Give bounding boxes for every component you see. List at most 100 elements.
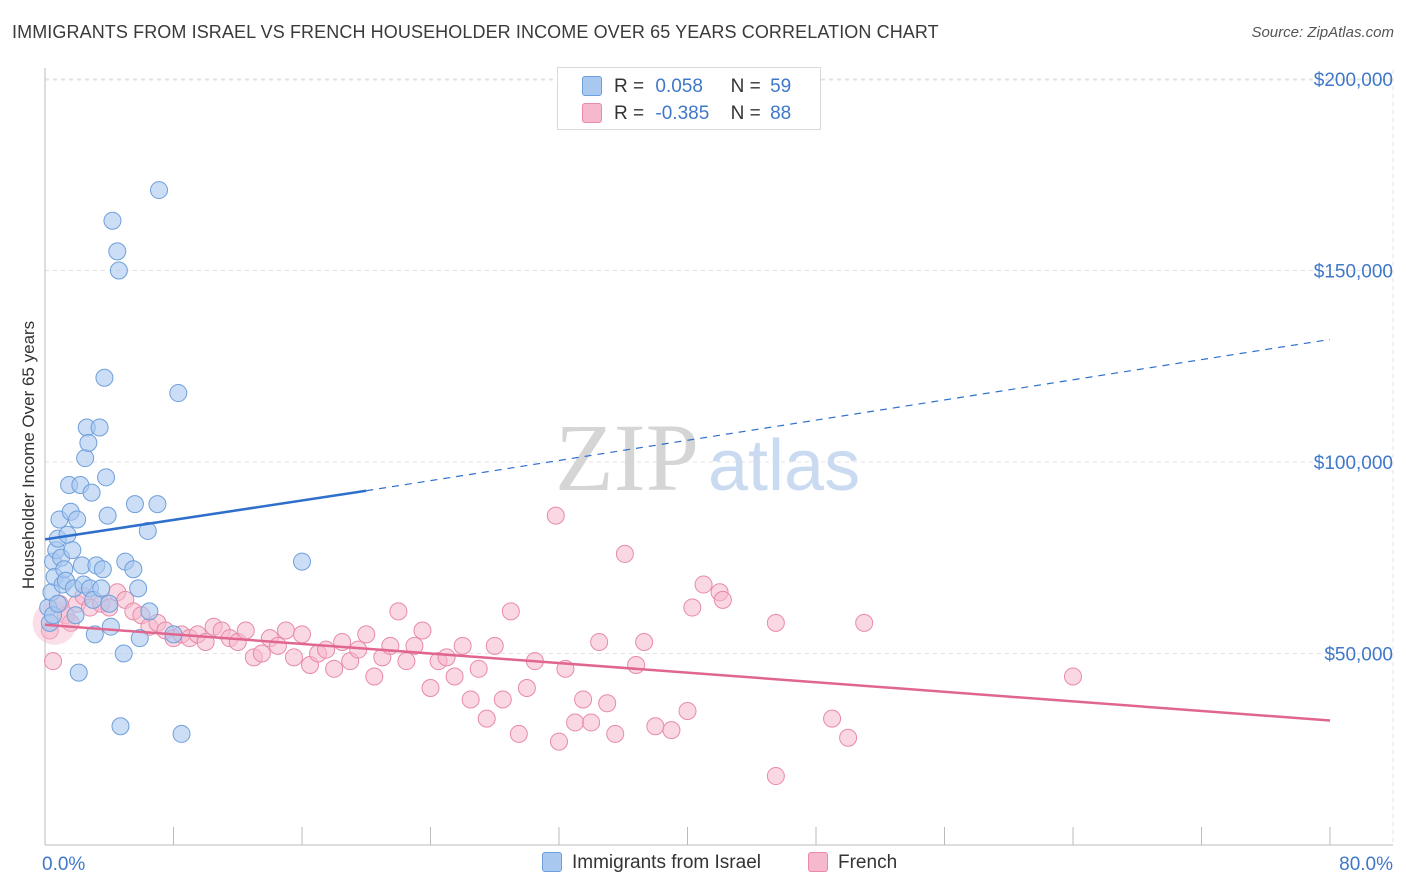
- data-point-french: [635, 633, 654, 652]
- data-point-israel: [172, 724, 191, 743]
- data-point-french: [445, 667, 464, 686]
- trend-line-israel: [44, 489, 367, 541]
- legend: R = 0.058 N = 59 R = -0.385 N = 88: [557, 67, 821, 130]
- data-point-french: [293, 625, 311, 644]
- data-point-french: [839, 728, 858, 747]
- x-tick-label: 0.0%: [42, 854, 85, 875]
- data-point-french: [823, 709, 842, 728]
- legend-r-value: -0.385: [655, 103, 710, 124]
- data-point-french: [662, 721, 681, 740]
- x-tick-label: 80.0%: [1339, 854, 1393, 875]
- data-point-israel: [140, 602, 159, 621]
- data-point-israel: [68, 510, 87, 529]
- data-point-israel: [48, 594, 67, 613]
- trend-line-french: [44, 623, 1331, 722]
- data-point-french: [1064, 667, 1082, 686]
- data-point-french: [325, 659, 344, 678]
- data-point-french: [566, 713, 585, 732]
- data-point-french: [268, 636, 287, 655]
- data-point-israel: [100, 594, 119, 613]
- data-point-french: [236, 621, 255, 640]
- data-point-french: [284, 648, 303, 667]
- data-point-israel: [85, 625, 104, 644]
- grid-lines: [45, 70, 1394, 845]
- legend-n-label: N =: [730, 76, 761, 97]
- legend-label-french: French: [838, 852, 898, 873]
- data-point-french: [646, 717, 665, 736]
- data-point-israel: [148, 495, 167, 514]
- y-tick-label: $200,000: [1314, 70, 1393, 91]
- data-point-french: [546, 506, 565, 525]
- data-point-french: [461, 690, 480, 709]
- data-point-french: [627, 655, 646, 674]
- legend-r-label: R =: [614, 76, 645, 97]
- legend-n-value: 88: [770, 103, 792, 124]
- data-point-israel: [69, 663, 88, 682]
- y-tick-label: $150,000: [1314, 262, 1393, 283]
- data-point-french: [389, 602, 408, 621]
- data-point-israel: [66, 606, 85, 625]
- axes: [44, 68, 1393, 846]
- data-point-israel: [138, 521, 157, 540]
- data-point-french: [683, 598, 702, 617]
- data-point-israel: [95, 368, 114, 387]
- data-point-french: [485, 636, 504, 655]
- legend-label-israel: Immigrants from Israel: [572, 852, 761, 873]
- data-point-french: [405, 636, 424, 655]
- data-point-israel: [92, 579, 111, 598]
- data-point-french: [550, 732, 568, 751]
- legend-n-label: N =: [730, 103, 761, 124]
- data-point-israel: [101, 617, 120, 636]
- data-point-israel: [82, 483, 101, 502]
- watermark-atlas: atlas: [708, 426, 860, 506]
- data-point-israel: [111, 717, 130, 736]
- data-point-israel: [93, 560, 112, 579]
- data-point-french: [855, 613, 874, 632]
- legend-r-label: R =: [614, 103, 645, 124]
- legend-swatch-french: [582, 103, 602, 123]
- data-point-israel: [108, 242, 127, 261]
- y-tick-label: $50,000: [1324, 645, 1393, 666]
- data-point-french: [766, 767, 785, 786]
- data-point-french: [44, 652, 63, 671]
- chart-title: IMMIGRANTS FROM ISRAEL VS FRENCH HOUSEHO…: [12, 22, 939, 42]
- data-point-french: [317, 640, 336, 659]
- y-tick-label: $100,000: [1314, 453, 1393, 474]
- trend-lines: [44, 338, 1331, 722]
- data-point-israel: [169, 384, 188, 403]
- data-point-french: [678, 701, 697, 720]
- data-point-french: [469, 659, 488, 678]
- data-point-israel: [109, 261, 128, 280]
- data-point-french: [713, 590, 732, 609]
- data-point-israel: [90, 418, 109, 437]
- data-point-french: [493, 690, 512, 709]
- data-point-french: [766, 613, 785, 632]
- data-point-israel: [124, 560, 143, 579]
- data-point-french: [276, 621, 295, 640]
- data-point-french: [615, 544, 634, 563]
- source-label: Source: ZipAtlas.com: [1251, 24, 1394, 41]
- data-point-french: [413, 621, 432, 640]
- data-point-french: [606, 724, 625, 743]
- data-point-french: [694, 575, 713, 594]
- data-point-israel: [63, 541, 82, 560]
- legend-swatch-french: [808, 852, 828, 872]
- watermark-zip: ZIP: [555, 404, 699, 511]
- data-point-israel: [76, 449, 95, 468]
- data-point-israel: [103, 211, 122, 230]
- data-point-french: [517, 678, 536, 697]
- data-point-israel: [114, 644, 133, 663]
- data-point-israel: [97, 468, 116, 487]
- data-point-french: [574, 690, 593, 709]
- data-point-french: [397, 652, 416, 671]
- series-israel: [39, 181, 311, 743]
- tick-labels: $50,000 $100,000 $150,000 $200,000 0.0% 80.0%: [42, 70, 1393, 875]
- series-french: [32, 506, 1082, 786]
- legend-row-french: R = -0.385 N = 88: [582, 103, 791, 127]
- data-point-french: [477, 709, 496, 728]
- bottom-legend: Immigrants from Israel French: [0, 852, 1406, 878]
- trend-line-israel-extension: [366, 338, 1331, 492]
- data-point-french: [501, 602, 520, 621]
- data-point-french: [421, 678, 440, 697]
